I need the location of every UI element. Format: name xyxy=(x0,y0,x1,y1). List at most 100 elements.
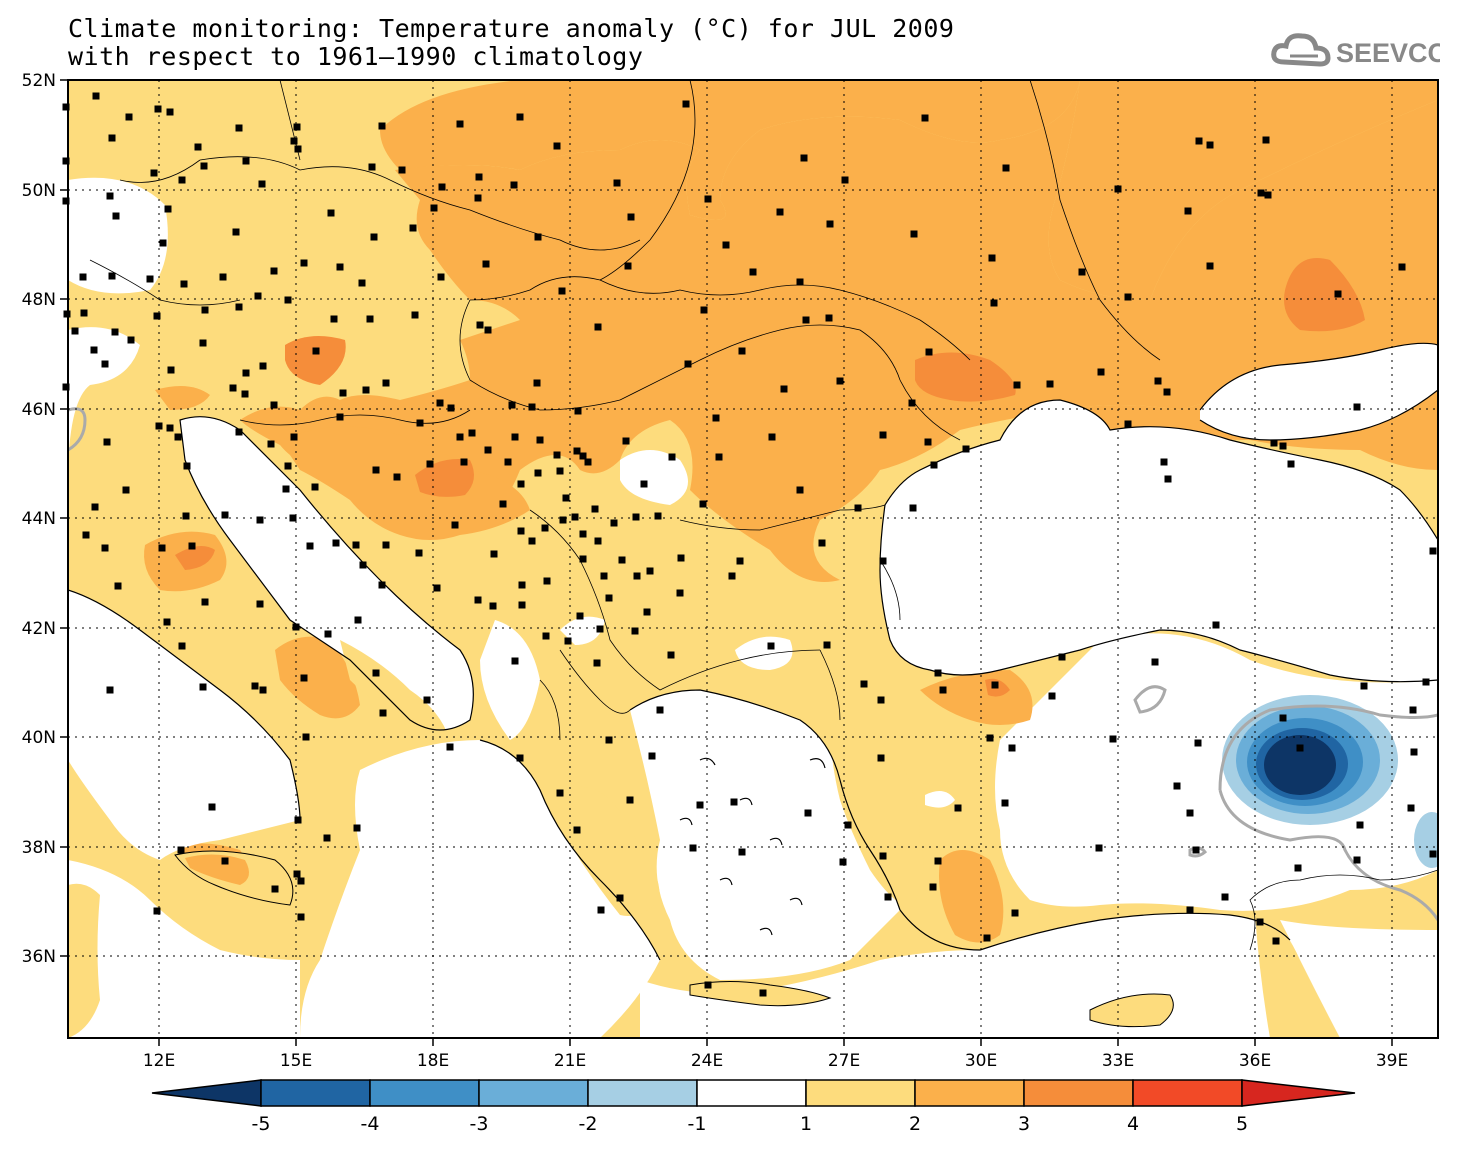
station-marker-icon xyxy=(646,567,654,575)
adriatic-coast xyxy=(179,416,474,731)
station-marker-icon xyxy=(825,314,833,322)
station-marker-icon xyxy=(267,440,275,448)
station-marker-icon xyxy=(879,431,887,439)
station-marker-icon xyxy=(150,169,158,177)
anomaly-orange-2-3-italy-south xyxy=(275,636,360,719)
station-marker-icon xyxy=(730,798,738,806)
station-marker-icon xyxy=(235,124,243,132)
station-marker-icon xyxy=(533,379,541,387)
station-marker-icon xyxy=(627,213,635,221)
station-marker-icon xyxy=(618,556,626,564)
station-marker-icon xyxy=(241,390,249,398)
station-marker-icon xyxy=(654,512,662,520)
lat-label: 44N xyxy=(22,509,56,529)
station-marker-icon xyxy=(1206,262,1214,270)
station-marker-icon xyxy=(564,637,572,645)
sicily-anomaly xyxy=(185,854,249,885)
station-marker-icon xyxy=(728,572,736,580)
station-marker-icon xyxy=(836,377,844,385)
station-marker-icon xyxy=(372,466,380,474)
station-marker-icon xyxy=(411,311,419,319)
station-marker-icon xyxy=(1353,403,1361,411)
station-marker-icon xyxy=(362,386,370,394)
station-marker-icon xyxy=(235,428,243,436)
station-marker-icon xyxy=(352,541,360,549)
station-marker-icon xyxy=(594,323,602,331)
station-marker-icon xyxy=(576,612,584,620)
station-marker-icon xyxy=(909,504,917,512)
station-marker-icon xyxy=(254,292,262,300)
station-marker-icon xyxy=(336,263,344,271)
axis-ticks xyxy=(60,79,1393,1046)
station-marker-icon xyxy=(796,486,804,494)
map-frame xyxy=(67,79,1439,1039)
station-marker-icon xyxy=(624,262,632,270)
station-marker-icon xyxy=(518,601,526,609)
zero-contours xyxy=(68,407,1438,921)
lon-label: 39E xyxy=(1376,1051,1408,1071)
anomaly-white-bulgaria xyxy=(735,636,793,670)
station-marker-icon xyxy=(1124,420,1132,428)
tyrrhenian-sea xyxy=(68,590,300,860)
colorbar-label: 2 xyxy=(909,1113,921,1135)
station-marker-icon xyxy=(759,989,767,997)
station-marker-icon xyxy=(1195,137,1203,145)
station-marker-icon xyxy=(336,413,344,421)
station-markers xyxy=(62,92,1437,997)
station-marker-icon xyxy=(696,801,704,809)
station-marker-icon xyxy=(108,134,116,142)
station-marker-icon xyxy=(841,176,849,184)
station-marker-icon xyxy=(541,524,549,532)
anomaly-blue-east xyxy=(1414,812,1438,868)
station-marker-icon xyxy=(1206,141,1214,149)
station-marker-icon xyxy=(178,176,186,184)
station-marker-icon xyxy=(632,513,640,521)
station-marker-icon xyxy=(282,485,290,493)
station-marker-icon xyxy=(166,424,174,432)
station-marker-icon xyxy=(284,462,292,470)
station-marker-icon xyxy=(1114,185,1122,193)
station-marker-icon xyxy=(877,696,885,704)
station-marker-icon xyxy=(290,137,298,145)
station-marker-icon xyxy=(689,844,697,852)
station-marker-icon xyxy=(542,632,550,640)
station-marker-icon xyxy=(1429,850,1437,858)
colorbar-cell xyxy=(260,1079,371,1107)
station-marker-icon xyxy=(767,642,775,650)
anomaly-white-romania xyxy=(620,450,688,505)
corsica-sardinia-coast xyxy=(68,883,100,1038)
station-marker-icon xyxy=(154,105,162,113)
station-marker-icon xyxy=(242,369,250,377)
lon-label: 21E xyxy=(554,1051,586,1071)
station-marker-icon xyxy=(668,453,676,461)
colorbar-label: 5 xyxy=(1236,1113,1248,1135)
station-marker-icon xyxy=(229,384,237,392)
station-marker-icon xyxy=(712,414,720,422)
station-marker-icon xyxy=(270,401,278,409)
lat-label: 46N xyxy=(22,400,56,420)
cyprus xyxy=(1089,993,1174,1028)
colorbar-cell xyxy=(696,1079,807,1107)
colorbar-cell xyxy=(369,1079,480,1107)
station-marker-icon xyxy=(293,123,301,131)
station-marker-icon xyxy=(1429,547,1437,555)
station-marker-icon xyxy=(379,709,387,717)
station-marker-icon xyxy=(610,519,618,527)
station-marker-icon xyxy=(534,233,542,241)
station-marker-icon xyxy=(962,445,970,453)
station-marker-icon xyxy=(1194,739,1202,747)
lat-label: 36N xyxy=(22,947,56,967)
station-marker-icon xyxy=(504,458,512,466)
station-marker-icon xyxy=(553,451,561,459)
station-marker-icon xyxy=(221,857,229,865)
station-marker-icon xyxy=(235,303,243,311)
station-marker-icon xyxy=(293,870,301,878)
station-marker-icon xyxy=(988,254,996,262)
station-marker-icon xyxy=(199,683,207,691)
turkey-south-coast xyxy=(899,909,1291,951)
colorbar-label: 3 xyxy=(1018,1113,1030,1135)
station-marker-icon xyxy=(796,278,804,286)
anomaly-orange-2-3-central xyxy=(240,80,1438,582)
station-marker-icon xyxy=(323,834,331,842)
